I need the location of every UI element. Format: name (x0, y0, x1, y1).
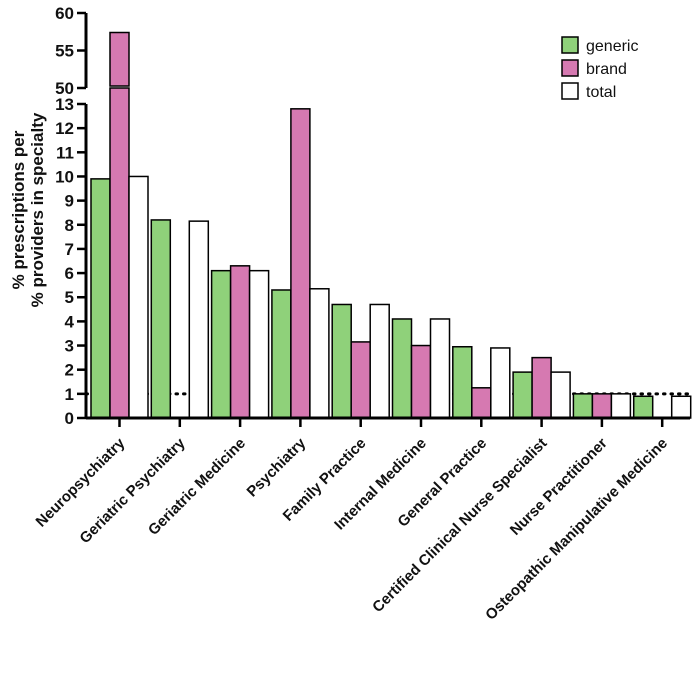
legend-swatch-total (561, 82, 579, 100)
legend-label-brand: brand (586, 61, 627, 78)
bar-total-9 (670, 395, 692, 419)
bar-brand-7 (531, 356, 552, 419)
y-tick-label: 55 (55, 42, 74, 61)
bar-total-4 (369, 303, 390, 419)
bar-generic-6 (452, 345, 473, 419)
axes (84, 13, 690, 427)
y-axis-label-line-2: % providers in specialty (28, 112, 47, 307)
bar-generic-5 (391, 318, 413, 419)
bar-generic-8 (572, 393, 594, 419)
legend: generic brand total (561, 36, 638, 101)
bar-generic-1 (150, 219, 172, 419)
y-tick-label: 10 (55, 167, 74, 186)
bar-total-7 (550, 371, 571, 419)
bar-total-0 (128, 175, 149, 419)
y-tick-label: 9 (65, 192, 74, 211)
bar-generic-4 (331, 303, 352, 419)
y-tick-label: 7 (65, 240, 74, 259)
bar-total-3 (309, 288, 330, 419)
y-tick-label: 8 (65, 216, 74, 235)
bar-total-2 (248, 269, 270, 419)
legend-swatch-brand (561, 59, 579, 77)
bar-brand-3 (290, 108, 311, 419)
y-tick-label: 4 (65, 312, 75, 331)
bar-generic-2 (210, 269, 232, 419)
bar-generic-9 (632, 395, 654, 419)
y-tick-label: 1 (65, 385, 74, 404)
bar-brand-2 (229, 265, 251, 419)
x-tick-label: Psychiatry (244, 434, 310, 500)
y-tick-label: 3 (65, 337, 74, 356)
bar-brand-8 (591, 393, 613, 419)
bar-generic-7 (512, 371, 533, 419)
legend-swatch-generic (561, 36, 579, 54)
y-tick-label: 50 (55, 79, 74, 98)
y-tick-label: 13 (55, 95, 74, 114)
bar-generic-3 (271, 289, 292, 419)
bar-total-1 (188, 220, 210, 419)
y-tick-label: 11 (56, 143, 74, 162)
y-axis-label: % prescriptions per % providers in speci… (9, 112, 47, 307)
y-tick-label: 5 (65, 288, 74, 307)
y-tick-label: 2 (65, 361, 74, 380)
bar-total-5 (429, 318, 451, 419)
y-tick-label: 0 (65, 409, 74, 428)
y-tick-label: 12 (55, 119, 74, 138)
bar-total-8 (610, 393, 632, 419)
bar-generic-0 (90, 178, 111, 419)
legend-label-total: total (586, 84, 616, 101)
bar-brand-6 (471, 387, 492, 419)
y-tick-label: 6 (65, 264, 74, 283)
bar-brand-5 (410, 344, 432, 419)
y-tick-label: 60 (55, 4, 74, 23)
y-axis-label-line-1: % prescriptions per (9, 130, 28, 289)
bar-brand-4 (350, 341, 371, 419)
bar-total-6 (490, 347, 511, 419)
bar-brand-0-upper (109, 31, 130, 87)
x-tick-label: Geriatric Psychiatry (76, 434, 189, 547)
legend-label-generic: generic (586, 38, 638, 55)
bar-brand-0-lower (109, 87, 130, 419)
